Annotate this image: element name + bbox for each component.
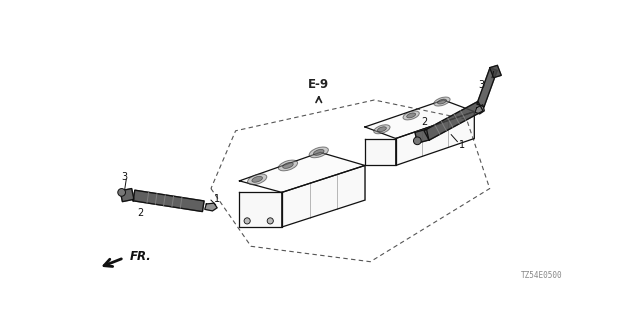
- Polygon shape: [133, 190, 204, 212]
- Circle shape: [118, 188, 125, 196]
- Ellipse shape: [434, 97, 450, 106]
- Text: 3: 3: [121, 172, 127, 182]
- Polygon shape: [365, 100, 474, 139]
- Ellipse shape: [406, 113, 415, 118]
- Circle shape: [244, 218, 250, 224]
- Polygon shape: [475, 105, 484, 114]
- Circle shape: [267, 218, 273, 224]
- Text: 2: 2: [421, 116, 428, 126]
- Polygon shape: [120, 188, 134, 202]
- Ellipse shape: [314, 149, 324, 155]
- Polygon shape: [239, 192, 282, 227]
- Text: E-9: E-9: [308, 78, 330, 91]
- Text: FR.: FR.: [129, 250, 151, 263]
- Polygon shape: [490, 65, 501, 78]
- Ellipse shape: [252, 176, 262, 182]
- Polygon shape: [239, 152, 365, 192]
- Ellipse shape: [378, 127, 387, 132]
- Polygon shape: [365, 139, 396, 165]
- Polygon shape: [205, 203, 217, 211]
- Ellipse shape: [374, 125, 390, 134]
- Ellipse shape: [309, 147, 328, 158]
- Ellipse shape: [283, 163, 293, 168]
- Text: 1: 1: [459, 140, 465, 150]
- Polygon shape: [282, 165, 365, 227]
- Polygon shape: [396, 112, 474, 165]
- Circle shape: [413, 137, 421, 145]
- Text: 3: 3: [478, 80, 484, 90]
- Ellipse shape: [438, 99, 447, 104]
- Polygon shape: [415, 129, 429, 143]
- Text: 2: 2: [137, 208, 143, 218]
- Ellipse shape: [403, 111, 419, 120]
- Text: TZ54E0500: TZ54E0500: [521, 271, 563, 280]
- Polygon shape: [424, 101, 483, 140]
- Polygon shape: [477, 68, 497, 107]
- Text: 1: 1: [214, 194, 220, 204]
- Ellipse shape: [248, 174, 267, 185]
- Ellipse shape: [278, 160, 298, 171]
